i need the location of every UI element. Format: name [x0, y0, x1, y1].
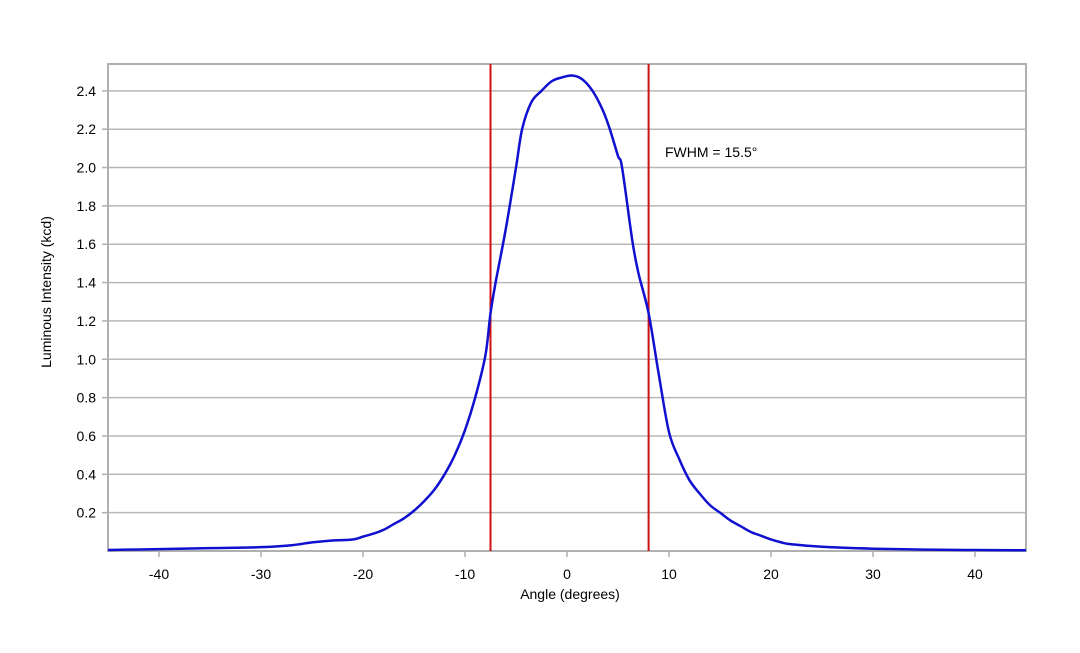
- y-tick-label: 0.4: [77, 466, 97, 482]
- x-tick-label: 10: [661, 566, 677, 582]
- x-axis-label: Angle (degrees): [520, 586, 620, 602]
- y-tick-label: 0.6: [77, 428, 97, 444]
- y-axis-label: Luminous Intensity (kcd): [38, 216, 54, 368]
- x-tick-label: 40: [967, 566, 983, 582]
- x-tick-label: 30: [865, 566, 881, 582]
- grid-lines: [108, 90, 1026, 514]
- plot-frame: [107, 63, 1027, 552]
- x-tick-label: -10: [455, 566, 475, 582]
- y-tick-label: 2.4: [77, 83, 97, 99]
- y-tick-label: 1.8: [77, 198, 97, 214]
- y-axis: 0.2 0.4 0.6 0.8 1.0 1.2 1.4 1.6 1.8 2.0 2.2 2.4: [77, 83, 108, 521]
- x-tick-label: 20: [763, 566, 779, 582]
- x-axis: -40 -30 -20 -10 0 10 20 30 40: [149, 551, 983, 582]
- y-tick-label: 1.0: [77, 351, 97, 367]
- y-tick-label: 1.2: [77, 313, 97, 329]
- x-tick-label: -40: [149, 566, 169, 582]
- y-tick-label: 2.0: [77, 160, 97, 176]
- x-tick-label: -20: [353, 566, 373, 582]
- fwhm-annotation: FWHM = 15.5°: [665, 144, 757, 160]
- x-tick-label: -30: [251, 566, 271, 582]
- series-line: [107, 74, 1027, 552]
- y-tick-label: 0.8: [77, 390, 97, 406]
- y-tick-label: 1.4: [77, 275, 97, 291]
- y-tick-label: 0.2: [77, 505, 97, 521]
- fwhm-lines: [489, 64, 650, 551]
- y-tick-label: 1.6: [77, 236, 97, 252]
- x-tick-label: 0: [563, 566, 571, 582]
- y-tick-label: 2.2: [77, 121, 97, 137]
